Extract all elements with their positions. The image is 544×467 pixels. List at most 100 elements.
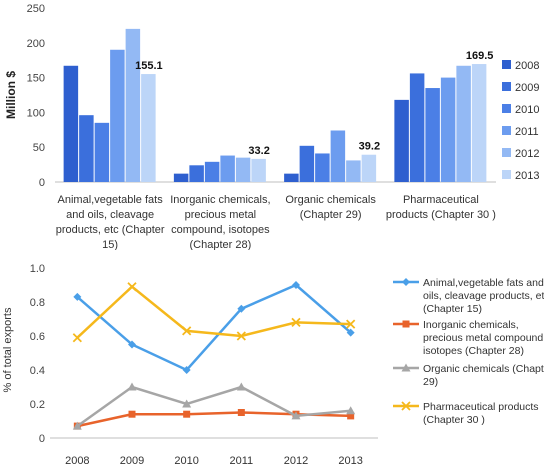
- legend-label: oils, cleavage products, etc: [423, 290, 544, 302]
- data-point: [291, 411, 301, 420]
- legend-label: 2008: [515, 60, 539, 72]
- legend-swatch: [502, 170, 511, 179]
- data-point: [183, 410, 191, 418]
- y-axis-label: Million $: [4, 71, 18, 119]
- category-label: and oils, cleavage: [66, 209, 154, 221]
- bar: [471, 64, 487, 182]
- data-point: [236, 382, 246, 391]
- bar: [425, 88, 440, 182]
- legend-label: 2013: [515, 170, 539, 182]
- category-label: Animal,vegetable fats: [58, 194, 164, 206]
- category-label: precious metal: [185, 209, 257, 221]
- bar: [173, 173, 189, 182]
- bar: [440, 77, 456, 182]
- line-chart: 0 0.2 0.4 0.6 0.8 1.0 % of total exports 2008 20…: [2, 263, 544, 467]
- legend-label: (Chapter 15): [423, 303, 482, 315]
- data-point: [237, 304, 246, 313]
- data-point: [401, 363, 411, 372]
- bar: [409, 73, 425, 182]
- legend-label: Organic chemicals (Chapter: [423, 363, 544, 375]
- y-tick-label: 0.4: [30, 365, 45, 377]
- category-label: (Chapter 28): [189, 239, 251, 250]
- category-label: compound, isotopes: [171, 224, 270, 236]
- legend-label: 29): [423, 376, 438, 388]
- bar: [125, 28, 141, 182]
- data-point: [237, 409, 245, 416]
- data-point: [401, 401, 411, 411]
- data-point: [127, 382, 137, 391]
- data-point: [72, 333, 82, 343]
- data-point: [182, 399, 192, 408]
- bar: [110, 49, 125, 183]
- category-label: products (Chapter 30 ): [386, 209, 496, 221]
- category-label: Pharmaceutical: [403, 194, 479, 206]
- bar: [330, 130, 346, 182]
- category-label: (Chapter 29): [300, 209, 362, 221]
- data-point: [128, 410, 136, 418]
- bar: [251, 158, 266, 182]
- data-point: [236, 331, 246, 341]
- legend-label: 2011: [515, 126, 539, 138]
- bar: [79, 115, 94, 182]
- data-point: [73, 292, 82, 301]
- legend-label: (Chapter 30 ): [423, 414, 485, 426]
- legend-label: Inorganic chemicals,: [423, 319, 519, 331]
- data-point: [182, 326, 192, 336]
- category-label: 15): [102, 239, 118, 250]
- legend-swatch: [502, 148, 511, 157]
- bar: [361, 154, 377, 182]
- series-line: [76, 285, 351, 339]
- bar-chart: 0 50 100 150 200 250 Million $ 155.1 Animal,vege…: [4, 3, 539, 250]
- legend-label: precious metal compound,: [423, 332, 544, 344]
- y-tick-label: 150: [27, 73, 45, 85]
- bar: [299, 145, 315, 182]
- y-tick-label: 0.6: [30, 331, 45, 343]
- data-label: 33.2: [248, 145, 269, 157]
- y-tick-label: 0: [39, 177, 45, 189]
- series-line: [76, 283, 352, 372]
- legend-label: Animal,vegetable fats and: [423, 277, 544, 289]
- legend-label: isotopes (Chapter 28): [423, 345, 524, 357]
- category-label: products, etc (Chapter: [56, 224, 165, 236]
- y-tick-label: 200: [27, 38, 45, 50]
- bar: [141, 74, 156, 182]
- legend-label: 2012: [515, 148, 539, 160]
- data-label: 39.2: [359, 141, 380, 153]
- bar: [284, 173, 299, 182]
- x-tick-label: 2009: [120, 455, 144, 467]
- legend-swatch: [502, 82, 511, 91]
- bar: [63, 65, 79, 182]
- x-tick-label: 2012: [284, 455, 308, 467]
- data-label: 169.5: [466, 50, 494, 62]
- x-tick-label: 2013: [338, 455, 362, 467]
- y-tick-label: 0.8: [30, 297, 45, 309]
- y-tick-label: 0.2: [30, 399, 45, 411]
- bar: [220, 155, 235, 182]
- data-point: [346, 319, 356, 329]
- x-tick-label: 2008: [65, 455, 89, 467]
- bar: [394, 99, 409, 182]
- legend-swatch: [502, 60, 511, 69]
- bar: [94, 122, 110, 182]
- data-point: [402, 278, 410, 286]
- data-point: [347, 412, 355, 420]
- x-tick-label: 2011: [230, 455, 254, 467]
- bar: [204, 161, 220, 182]
- data-point: [292, 281, 300, 289]
- data-point: [72, 421, 82, 430]
- data-point: [402, 320, 410, 328]
- x-tick-label: 2010: [174, 455, 198, 467]
- y-tick-label: 100: [27, 107, 45, 119]
- y-tick-label: 50: [33, 142, 45, 154]
- legend-label: 2009: [515, 82, 539, 94]
- category-label: Organic chemicals: [285, 194, 376, 206]
- bar: [189, 165, 204, 182]
- data-point: [291, 317, 301, 328]
- data-label: 155.1: [135, 60, 163, 72]
- y-axis-label: % of total exports: [2, 307, 14, 392]
- data-point: [346, 328, 355, 337]
- data-point: [346, 406, 356, 415]
- data-point: [182, 366, 191, 374]
- bar: [235, 157, 251, 182]
